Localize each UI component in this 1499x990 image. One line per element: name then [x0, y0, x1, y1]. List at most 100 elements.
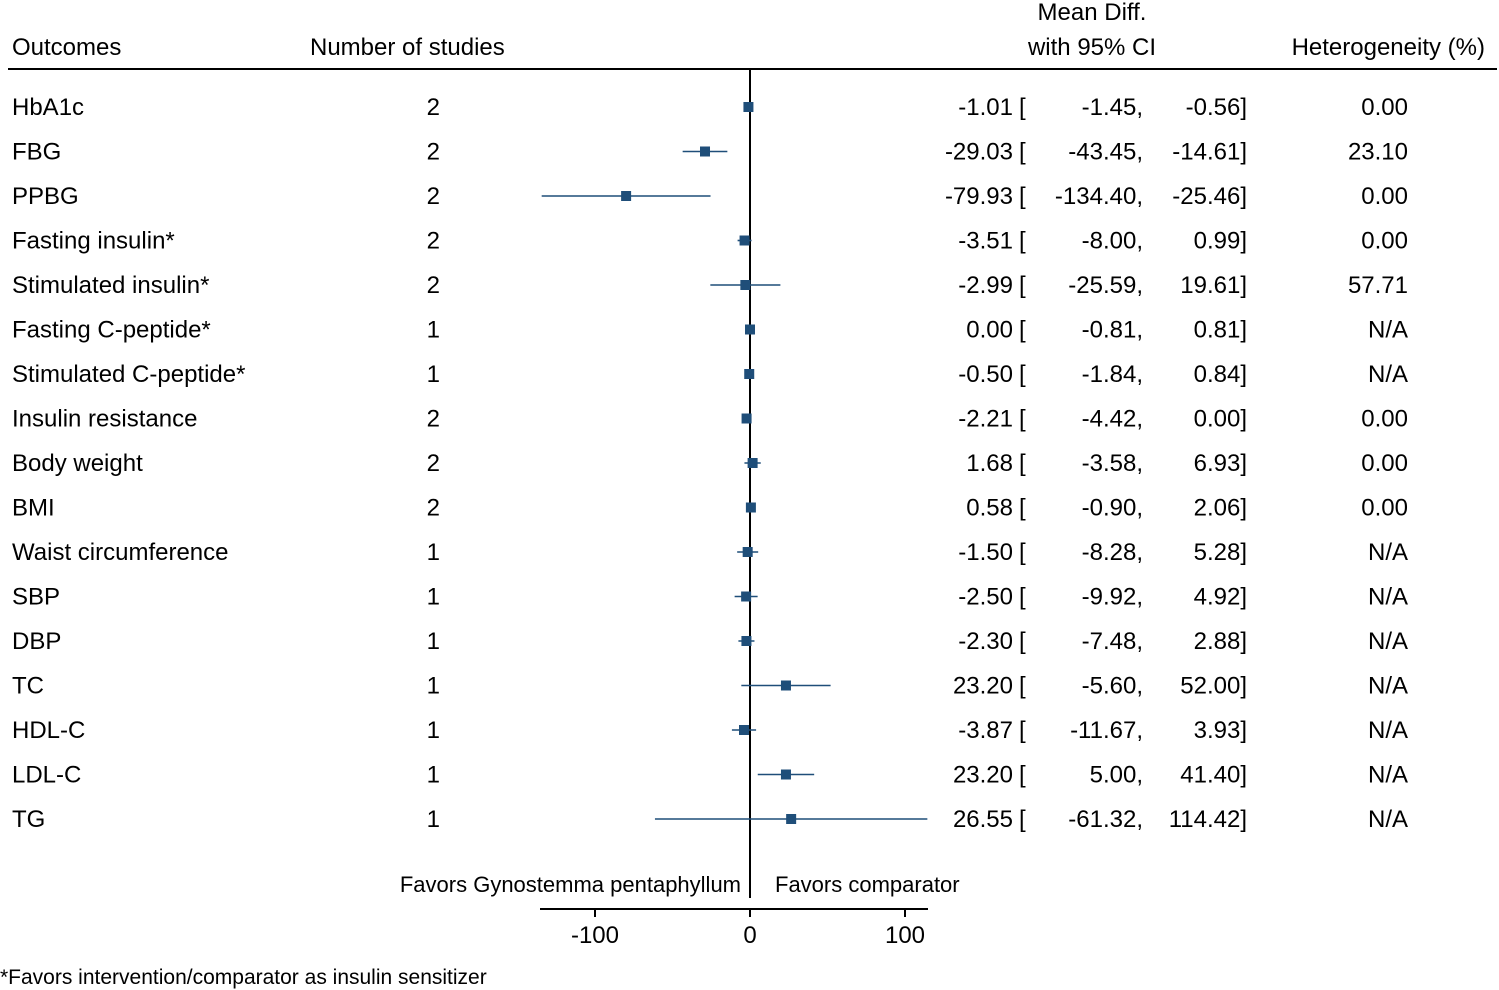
row-study-count: 2: [427, 228, 440, 255]
point-estimate-marker: [745, 324, 755, 335]
row-ci-lower: -3.58,: [1082, 450, 1143, 477]
row-mean-diff: 0.00: [966, 317, 1013, 344]
row-heterogeneity: N/A: [1368, 539, 1408, 566]
point-estimate-marker: [741, 636, 752, 646]
forest-row: Waist circumference 1 -1.50[-8.28, 5.28] N/A: [12, 539, 1408, 566]
row-study-count: 1: [427, 539, 440, 566]
row-ci-open-bracket: [: [1019, 806, 1026, 833]
row-heterogeneity: 0.00: [1361, 495, 1408, 522]
forest-row: TC 1 23.20[-5.60, 52.00] N/A: [12, 673, 1408, 700]
row-ci-upper: 2.88]: [1194, 628, 1247, 655]
row-mean-diff: -29.03: [945, 139, 1013, 166]
row-ci-upper: 0.81]: [1194, 317, 1247, 344]
forest-row: HbA1c 2 -1.01[-1.45, -0.56] 0.00: [12, 94, 1408, 121]
row-ci-lower: -0.90,: [1082, 495, 1143, 522]
row-ci-open-bracket: [: [1019, 317, 1026, 344]
header-with-95-ci: with 95% CI: [1027, 34, 1156, 61]
row-mean-diff: 0.58: [966, 495, 1013, 522]
forest-row: BMI 2 0.58[-0.90, 2.06] 0.00: [12, 495, 1408, 522]
row-ci-lower: -25.59,: [1068, 272, 1143, 299]
forest-row: Insulin resistance 2 -2.21[-4.42, 0.00] 0.00: [12, 406, 1408, 433]
row-mean-diff: -2.50: [958, 584, 1013, 611]
row-ci-upper: 0.84]: [1194, 361, 1247, 388]
forest-row: LDL-C 1 23.20[5.00, 41.40] N/A: [12, 762, 1408, 789]
row-ci-lower: -4.42,: [1082, 406, 1143, 433]
row-ci-lower: -134.40,: [1055, 183, 1143, 210]
point-estimate-marker: [742, 547, 753, 557]
row-mean-diff: -3.87: [958, 717, 1013, 744]
row-heterogeneity: N/A: [1368, 584, 1408, 611]
row-mean-diff: -2.30: [958, 628, 1013, 655]
row-mean-diff: 1.68: [966, 450, 1013, 477]
row-study-count: 1: [427, 584, 440, 611]
forest-row: Stimulated C-peptide* 1 -0.50[-1.84, 0.84] N…: [12, 361, 1408, 388]
row-outcome-label: Waist circumference: [12, 539, 229, 566]
x-axis-ticks: -100 0 100: [571, 909, 925, 949]
forest-row: DBP 1 -2.30[-7.48, 2.88] N/A: [12, 628, 1408, 655]
row-outcome-label: TC: [12, 673, 44, 700]
row-heterogeneity: N/A: [1368, 806, 1408, 833]
row-heterogeneity: N/A: [1368, 717, 1408, 744]
row-ci-lower: -7.48,: [1082, 628, 1143, 655]
row-study-count: 2: [427, 94, 440, 121]
row-ci-lower: -8.00,: [1082, 228, 1143, 255]
row-ci-upper: 4.92]: [1194, 584, 1247, 611]
forest-row: FBG 2 -29.03[-43.45, -14.61] 23.10: [12, 139, 1408, 166]
row-outcome-label: SBP: [12, 584, 60, 611]
row-heterogeneity: 57.71: [1348, 272, 1408, 299]
row-outcome-label: PPBG: [12, 183, 79, 210]
header-outcomes: Outcomes: [12, 34, 121, 61]
point-estimate-marker: [700, 146, 711, 157]
row-ci-upper: -14.61]: [1172, 139, 1247, 166]
row-ci-open-bracket: [: [1019, 539, 1026, 566]
row-mean-diff: -2.21: [958, 406, 1013, 433]
row-ci-open-bracket: [: [1019, 139, 1026, 166]
row-ci-lower: -1.45,: [1082, 94, 1143, 121]
forest-row: Fasting insulin* 2 -3.51[-8.00, 0.99] 0.00: [12, 228, 1408, 255]
forest-row: TG 1 26.55[-61.32, 114.42] N/A: [12, 806, 1408, 833]
row-study-count: 1: [427, 361, 440, 388]
forest-row: Body weight 2 1.68[-3.58, 6.93] 0.00: [12, 450, 1408, 477]
row-study-count: 1: [427, 673, 440, 700]
row-study-count: 1: [427, 717, 440, 744]
row-ci-upper: -25.46]: [1172, 183, 1247, 210]
row-outcome-label: Body weight: [12, 450, 143, 477]
row-outcome-label: TG: [12, 806, 45, 833]
point-estimate-marker: [740, 280, 751, 290]
row-ci-upper: 0.00]: [1194, 406, 1247, 433]
footnote: *Favors intervention/comparator as insul…: [0, 966, 487, 989]
point-estimate-marker: [739, 235, 750, 246]
row-mean-diff: -1.50: [958, 539, 1013, 566]
point-estimate-marker: [745, 502, 756, 513]
row-ci-lower: -5.60,: [1082, 673, 1143, 700]
row-ci-lower: 5.00,: [1090, 762, 1143, 789]
row-ci-open-bracket: [: [1019, 183, 1026, 210]
row-ci-open-bracket: [: [1019, 717, 1026, 744]
row-ci-open-bracket: [: [1019, 628, 1026, 655]
row-ci-lower: -43.45,: [1068, 139, 1143, 166]
row-outcome-label: HDL-C: [12, 717, 85, 744]
row-study-count: 2: [427, 450, 440, 477]
row-heterogeneity: N/A: [1368, 673, 1408, 700]
row-mean-diff: 23.20: [953, 673, 1013, 700]
row-ci-lower: -9.92,: [1082, 584, 1143, 611]
point-estimate-marker: [739, 725, 750, 735]
row-ci-lower: -8.28,: [1082, 539, 1143, 566]
row-study-count: 2: [427, 272, 440, 299]
row-ci-lower: -1.84,: [1082, 361, 1143, 388]
row-study-count: 2: [427, 495, 440, 522]
row-ci-open-bracket: [: [1019, 673, 1026, 700]
favors-right-label: Favors comparator: [775, 872, 960, 897]
row-study-count: 1: [427, 628, 440, 655]
point-estimate-marker: [747, 458, 758, 468]
header-heterogeneity: Heterogeneity (%): [1292, 34, 1485, 61]
point-estimate-marker: [780, 769, 791, 780]
row-heterogeneity: 23.10: [1348, 139, 1408, 166]
row-outcome-label: DBP: [12, 628, 61, 655]
row-ci-upper: 114.42]: [1169, 806, 1247, 833]
row-ci-open-bracket: [: [1019, 361, 1026, 388]
forest-row: HDL-C 1 -3.87[-11.67, 3.93] N/A: [12, 717, 1408, 744]
row-ci-open-bracket: [: [1019, 228, 1026, 255]
row-outcome-label: BMI: [12, 495, 55, 522]
